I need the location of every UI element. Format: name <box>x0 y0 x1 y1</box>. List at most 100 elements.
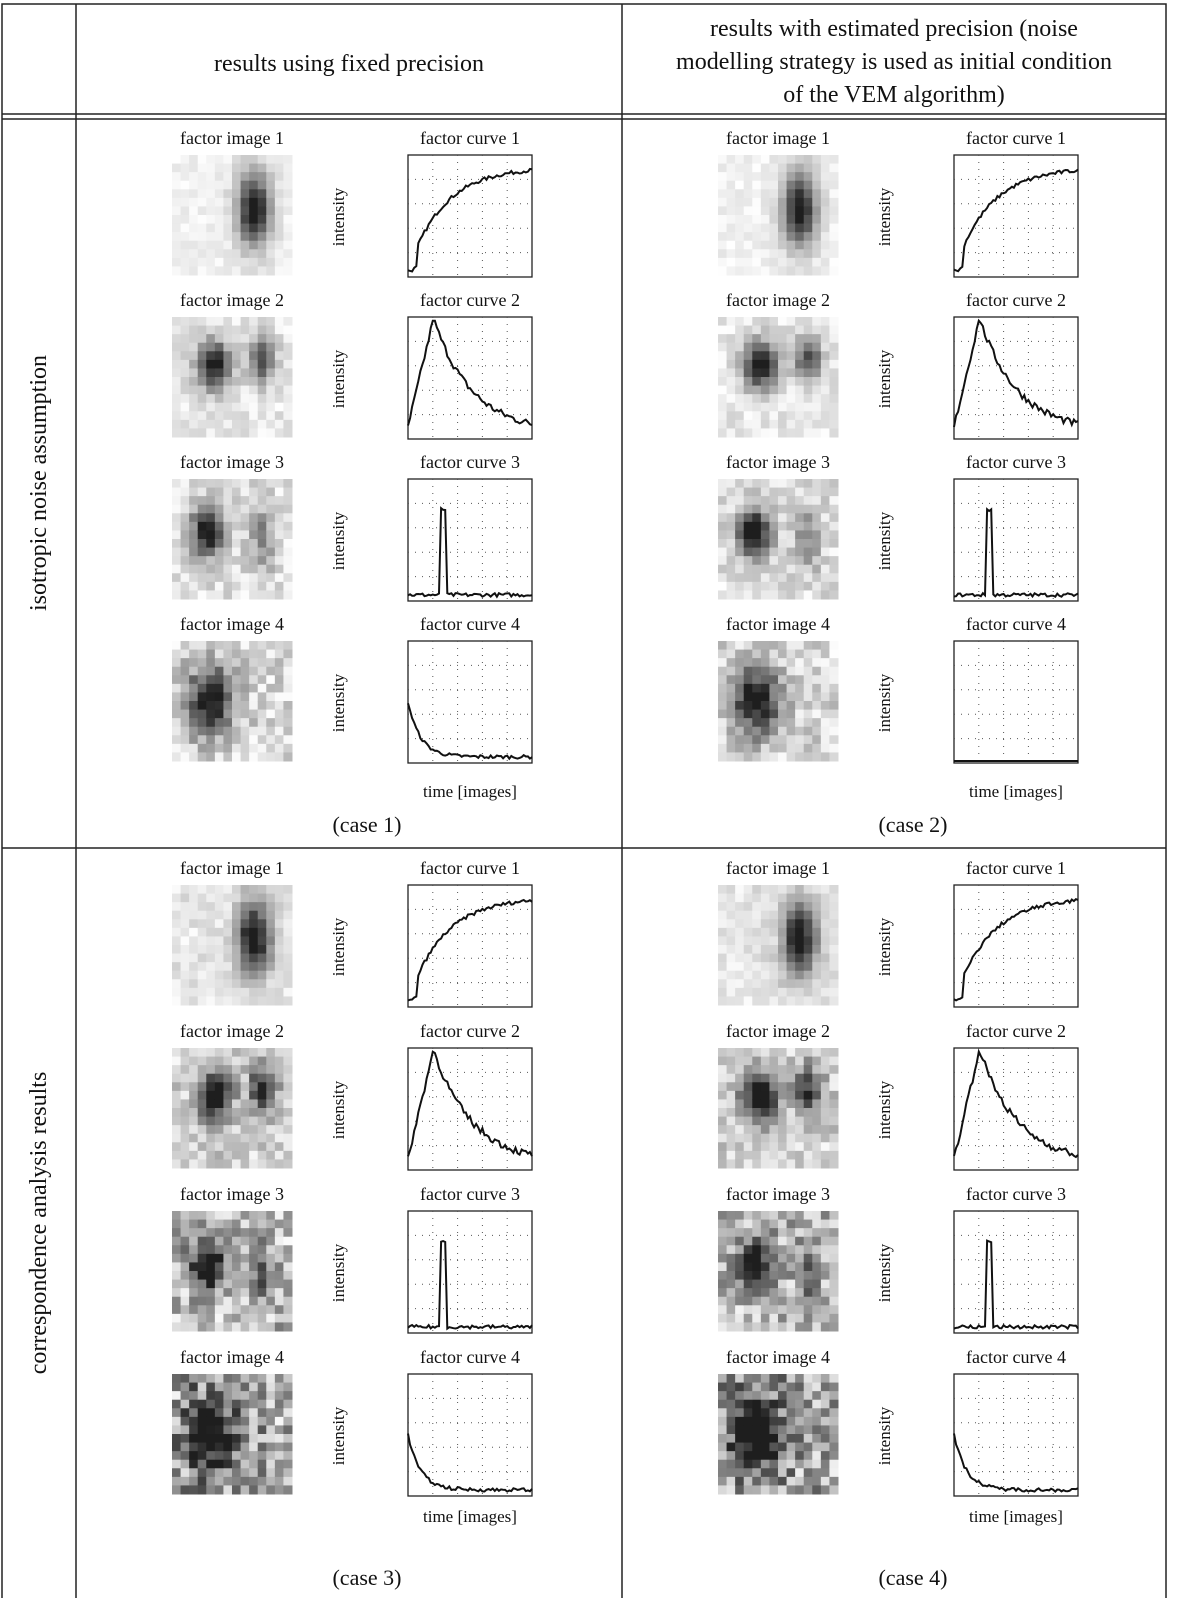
pixel <box>812 479 821 488</box>
pixel <box>778 317 787 326</box>
pixel <box>812 428 821 437</box>
pixel <box>181 667 190 676</box>
pixel <box>778 513 787 522</box>
pixel <box>778 641 787 650</box>
pixel <box>172 198 181 207</box>
pixel <box>172 752 181 761</box>
curve-label: factor curve 3 <box>966 1184 1066 1204</box>
pixel <box>275 181 284 190</box>
pixel <box>206 351 215 360</box>
pixel <box>258 479 267 488</box>
pixel <box>232 1297 241 1306</box>
pixel <box>718 1099 727 1108</box>
pixel <box>795 343 804 352</box>
pixel <box>812 530 821 539</box>
pixel <box>249 996 258 1005</box>
pixel <box>829 249 838 258</box>
pixel <box>804 979 813 988</box>
pixel <box>744 513 753 522</box>
pixel <box>778 1108 787 1117</box>
pixel <box>198 1468 207 1477</box>
pixel <box>215 164 224 173</box>
pixel <box>718 1322 727 1331</box>
pixel <box>198 360 207 369</box>
pixel <box>241 727 250 736</box>
pixel <box>223 394 232 403</box>
pixel <box>241 232 250 241</box>
pixel <box>223 1237 232 1246</box>
pixel <box>804 241 813 250</box>
pixel <box>258 343 267 352</box>
pixel <box>761 658 770 667</box>
pixel <box>769 232 778 241</box>
pixel <box>241 962 250 971</box>
pixel <box>727 692 736 701</box>
pixel <box>249 1091 258 1100</box>
pixel <box>258 1159 267 1168</box>
pixel <box>266 164 275 173</box>
pixel <box>206 902 215 911</box>
pixel <box>172 582 181 591</box>
pixel <box>223 343 232 352</box>
pixel <box>232 530 241 539</box>
pixel <box>206 548 215 557</box>
pixel <box>189 1134 198 1143</box>
pixel <box>718 241 727 250</box>
pixel <box>821 1108 830 1117</box>
pixel <box>189 1305 198 1314</box>
pixel <box>232 718 241 727</box>
pixel <box>189 650 198 659</box>
pixel <box>241 198 250 207</box>
pixel <box>249 1425 258 1434</box>
pixel <box>215 420 224 429</box>
pixel <box>258 505 267 514</box>
pixel <box>206 1460 215 1469</box>
pixel <box>804 351 813 360</box>
pixel <box>787 172 796 181</box>
pixel <box>266 334 275 343</box>
pixel <box>232 513 241 522</box>
pixel <box>727 1117 736 1126</box>
pixel <box>744 658 753 667</box>
axis-label: intensity <box>329 187 348 246</box>
pixel <box>189 1237 198 1246</box>
pixel <box>735 1142 744 1151</box>
pixel <box>206 1220 215 1229</box>
pixel <box>198 1228 207 1237</box>
pixel <box>172 1254 181 1263</box>
pixel <box>232 1280 241 1289</box>
pixel <box>215 988 224 997</box>
pixel <box>821 1228 830 1237</box>
pixel <box>249 1271 258 1280</box>
pixel <box>744 971 753 980</box>
pixel <box>821 1117 830 1126</box>
pixel <box>223 411 232 420</box>
pixel <box>752 1159 761 1168</box>
pixel <box>241 343 250 352</box>
pixel <box>198 1443 207 1452</box>
pixel <box>735 351 744 360</box>
pixel <box>718 386 727 395</box>
pixel <box>206 1074 215 1083</box>
pixel <box>812 1425 821 1434</box>
pixel <box>241 1443 250 1452</box>
pixel <box>223 530 232 539</box>
pixel <box>787 684 796 693</box>
pixel <box>829 1400 838 1409</box>
pixel <box>778 1288 787 1297</box>
pixel <box>266 1485 275 1494</box>
pixel <box>812 919 821 928</box>
pixel <box>232 1108 241 1117</box>
pixel <box>198 164 207 173</box>
pixel <box>283 1228 292 1237</box>
pixel <box>769 1417 778 1426</box>
pixel <box>181 1391 190 1400</box>
pixel <box>223 675 232 684</box>
pixel <box>241 1400 250 1409</box>
pixel <box>735 326 744 335</box>
pixel <box>718 1297 727 1306</box>
pixel <box>275 1297 284 1306</box>
pixel <box>241 1297 250 1306</box>
pixel <box>752 420 761 429</box>
pixel <box>241 1408 250 1417</box>
